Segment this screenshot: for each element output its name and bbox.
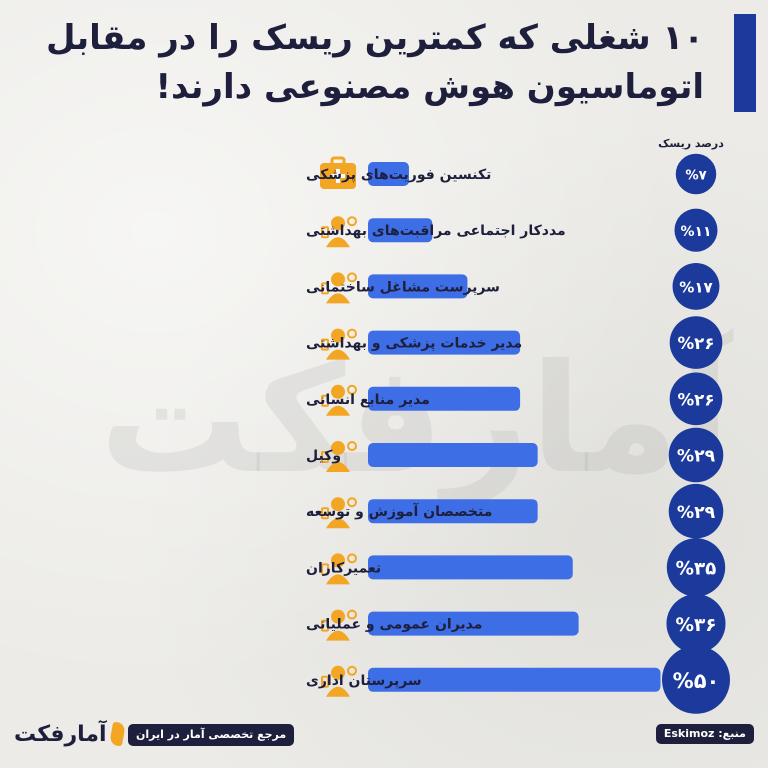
brand-logo-mark-icon — [108, 722, 127, 746]
value-label: %۵۰ — [673, 669, 720, 693]
value-label: %۲۹ — [677, 503, 716, 523]
manager-gear-icon — [321, 609, 357, 641]
bar — [368, 330, 521, 355]
construction-worker-icon — [321, 272, 357, 304]
risk-percent-header: درصد ریسک — [658, 137, 724, 150]
category-label: مدیران عمومی و عملیاتی — [306, 617, 482, 633]
chart-row: وکیل %۲۹ — [306, 427, 724, 483]
stethoscope-heart-icon — [321, 216, 357, 248]
value-label: %۲۹ — [677, 447, 716, 467]
value-circle — [666, 538, 726, 597]
chart-row: سرپرست مشاغل ساختمانی %۱۷ — [306, 262, 720, 310]
category-label: وکیل — [306, 448, 341, 464]
chart-row: سرپرستان اداری %۵۰ — [306, 645, 730, 714]
category-label: سرپرستان اداری — [306, 673, 422, 689]
brand-logo-text: آمارفکت — [14, 721, 108, 747]
value-label: %۳۶ — [675, 615, 716, 636]
first-aid-kit-icon — [320, 156, 356, 189]
value-label: %۲۶ — [677, 334, 714, 353]
value-circle — [668, 483, 724, 539]
category-label: تکنسین فوریت‌های پزشکی — [306, 167, 491, 183]
chart-title-line-1: ۱۰ شغلی که کمترین ریسک را در مقابل — [45, 18, 704, 58]
bar — [368, 499, 538, 524]
bar — [368, 386, 521, 411]
training-presentation-icon — [321, 497, 357, 529]
category-label: مدیر خدمات پزشکی و بهداشتی — [306, 336, 522, 352]
chart-title: ۱۰ شغلی که کمترین ریسک را در مقابل اتوما… — [45, 14, 704, 112]
value-label: %۳۵ — [676, 559, 717, 580]
chart-title-line-2: اتوماسیون هوش مصنوعی دارند! — [155, 67, 704, 107]
bar — [368, 555, 573, 580]
value-circle — [666, 594, 726, 654]
repair-wrench-icon — [321, 553, 357, 585]
category-label: تعمیرکاران — [306, 560, 381, 576]
value-label: %۷ — [685, 168, 706, 183]
value-label: %۲۶ — [677, 390, 714, 409]
value-circle — [662, 645, 730, 714]
value-label: %۱۷ — [679, 278, 712, 296]
bar — [368, 218, 433, 243]
category-label: متخصصان آموزش و توسعه — [306, 502, 492, 520]
source-label: منبع: Eskimoz — [655, 724, 754, 744]
medical-clipboard-icon — [321, 328, 357, 360]
value-circle — [672, 262, 720, 310]
chart-row: مددکار اجتماعی مراقبت‌های بهداشتی %۱۱ — [306, 208, 718, 252]
value-circle — [669, 316, 723, 369]
value-circle — [674, 208, 718, 252]
category-label: مدیر منابع انسانی — [306, 392, 430, 408]
category-label: سرپرست مشاغل ساختمانی — [306, 279, 500, 295]
value-circle — [668, 427, 724, 483]
chart-row: تکنسین فوریت‌های پزشکی %۷ — [306, 153, 717, 195]
office-supervisor-icon — [321, 665, 357, 697]
value-circle — [669, 372, 723, 426]
category-label: مددکار اجتماعی مراقبت‌های بهداشتی — [306, 223, 566, 239]
bar — [368, 274, 468, 299]
chart-row: مدیر منابع انسانی %۲۶ — [306, 372, 723, 426]
title-accent-bar — [734, 14, 756, 112]
bar — [368, 443, 538, 467]
watermark: آمارفکت — [99, 333, 734, 507]
chart-row: مدیران عمومی و عملیاتی %۳۶ — [306, 594, 726, 654]
bar — [368, 667, 661, 692]
brand-logo: آمارفکت — [14, 716, 127, 752]
chart-row: مدیر خدمات پزشکی و بهداشتی %۲۶ — [306, 316, 723, 369]
bar — [368, 162, 409, 186]
value-circle — [675, 153, 717, 195]
hr-manager-icon — [321, 384, 357, 416]
chart-row: تعمیرکاران %۳۵ — [306, 538, 726, 597]
scales-of-justice-icon — [321, 441, 357, 472]
bar — [368, 611, 579, 636]
value-label: %۱۱ — [680, 224, 711, 240]
chart-row: متخصصان آموزش و توسعه %۲۹ — [306, 483, 724, 539]
tagline-label: مرجع تخصصی آمار در ایران — [128, 724, 295, 746]
